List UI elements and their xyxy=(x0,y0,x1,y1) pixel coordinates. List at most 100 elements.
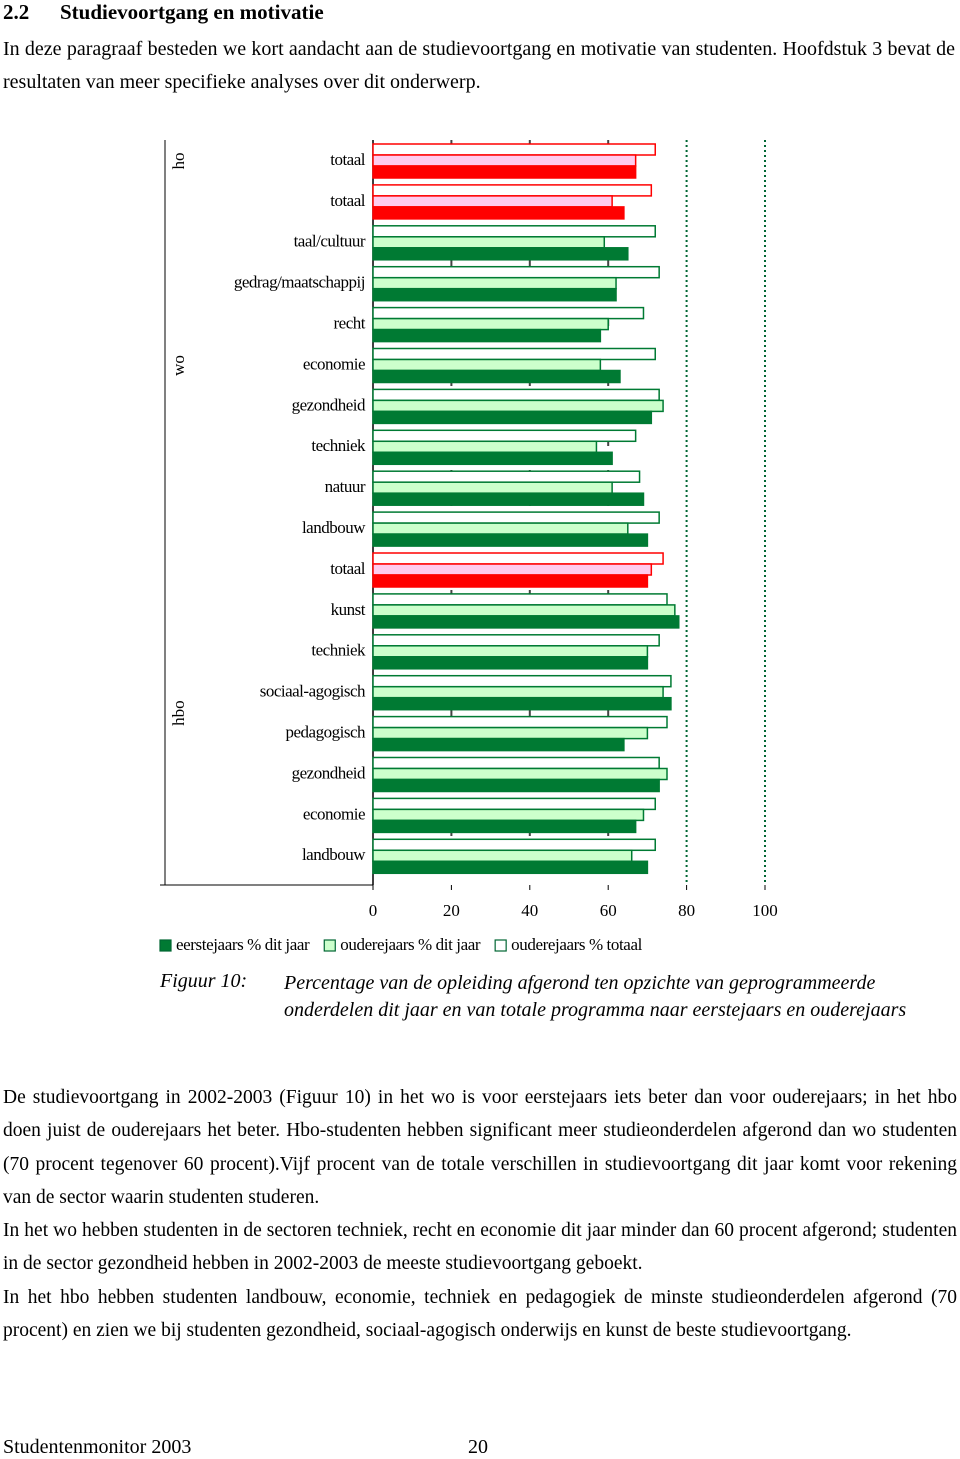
bar xyxy=(372,143,656,156)
x-tick-label: 20 xyxy=(443,901,460,920)
bar xyxy=(372,808,645,822)
bar xyxy=(372,574,649,588)
bar xyxy=(372,756,660,770)
category-label: techniek xyxy=(311,436,366,455)
caption-label: Figuur 10: xyxy=(160,970,248,992)
bar xyxy=(372,492,645,506)
category-label: economie xyxy=(303,804,365,823)
bar xyxy=(372,317,609,331)
category-label: recht xyxy=(334,314,366,333)
category-label: totaal xyxy=(330,191,366,210)
legend-swatch xyxy=(323,939,336,952)
bar xyxy=(372,470,641,483)
bar xyxy=(372,819,637,834)
group-label: ho xyxy=(169,153,188,170)
paragraph: De studievoortgang in 2002-2003 (Figuur … xyxy=(3,1087,957,1208)
category-label: pedagogisch xyxy=(286,723,366,742)
group-label: wo xyxy=(169,355,188,376)
legend-swatch xyxy=(159,939,172,952)
bar xyxy=(372,737,625,752)
bar xyxy=(372,615,680,629)
bar xyxy=(372,674,672,688)
bar xyxy=(372,184,653,197)
bar xyxy=(372,634,660,647)
bar xyxy=(372,440,598,454)
bar xyxy=(372,165,637,179)
legend-label: eerstejaars % dit jaar xyxy=(176,935,310,954)
category-label: gezondheid xyxy=(292,395,366,414)
bar xyxy=(372,645,649,658)
bar xyxy=(372,195,613,208)
bar xyxy=(372,685,664,699)
bar xyxy=(372,328,602,343)
bar xyxy=(372,604,676,617)
category-label: totaal xyxy=(330,150,366,169)
bar xyxy=(372,287,617,302)
bar xyxy=(372,522,629,535)
category-label: totaal xyxy=(330,559,366,578)
bar xyxy=(372,696,672,711)
bar xyxy=(372,860,649,875)
bar xyxy=(372,767,668,781)
bar xyxy=(372,410,653,425)
category-label: landbouw xyxy=(302,845,366,864)
category-label: gezondheid xyxy=(292,763,366,782)
bar xyxy=(372,276,617,290)
x-tick-label: 60 xyxy=(600,901,617,920)
bar xyxy=(372,265,660,279)
x-tick-label: 0 xyxy=(369,901,378,920)
bar xyxy=(372,388,660,402)
body-text: De studievoortgang in 2002-2003 (Figuur … xyxy=(3,1081,957,1347)
category-label: landbouw xyxy=(302,518,366,537)
section-title: Studievoortgang en motivatie xyxy=(60,0,324,24)
bar xyxy=(372,563,653,576)
bar xyxy=(372,369,621,384)
chart: 0 20 40 60 80 100 totaal ho totaal taal/cultuur ge… xyxy=(159,140,778,954)
bar xyxy=(372,797,656,811)
group-label: hbo xyxy=(169,700,188,726)
bar xyxy=(372,154,637,167)
category-label: economie xyxy=(303,354,365,373)
bar xyxy=(372,481,613,494)
category-label: gedrag/maatschappij xyxy=(234,273,365,292)
section-number: 2.2 xyxy=(3,0,30,24)
bar xyxy=(372,656,649,670)
bar xyxy=(372,206,625,220)
paragraph: In het hbo hebben studenten landbouw, ec… xyxy=(3,1286,957,1342)
bar xyxy=(372,511,660,524)
intro-paragraph: In deze paragraaf besteden we kort aanda… xyxy=(3,38,955,93)
bar xyxy=(372,236,606,249)
bar xyxy=(372,533,649,547)
category-label: kunst xyxy=(331,600,366,619)
legend-label: ouderejaars % dit jaar xyxy=(340,935,481,954)
bar xyxy=(372,429,637,443)
bar xyxy=(372,778,660,793)
legend-label: ouderejaars % totaal xyxy=(511,935,642,954)
x-tick-label: 80 xyxy=(678,901,695,920)
category-label: taal/cultuur xyxy=(294,232,366,251)
paragraph: In het wo hebben studenten in de sectore… xyxy=(3,1220,957,1275)
footer-publication: Studentenmonitor 2003 xyxy=(3,1436,192,1458)
bar xyxy=(372,451,613,466)
bar xyxy=(372,399,664,413)
bar xyxy=(372,726,649,740)
category-label: natuur xyxy=(325,477,366,496)
bar xyxy=(372,849,633,863)
caption-text: Percentage van de opleiding afgerond ten… xyxy=(284,972,907,1021)
legend-swatch xyxy=(494,939,507,952)
footer-page: 20 xyxy=(468,1436,488,1458)
category-label: techniek xyxy=(311,641,366,660)
bar xyxy=(372,225,656,238)
bar xyxy=(372,552,664,565)
x-tick-label: 40 xyxy=(521,901,538,920)
bar xyxy=(372,593,668,606)
bar xyxy=(372,715,668,729)
bar xyxy=(372,306,645,320)
bar xyxy=(372,247,629,261)
bar xyxy=(372,358,602,372)
bar xyxy=(372,347,656,361)
x-tick-label: 100 xyxy=(752,901,778,920)
category-label: sociaal-agogisch xyxy=(260,682,366,701)
bar xyxy=(372,838,656,852)
